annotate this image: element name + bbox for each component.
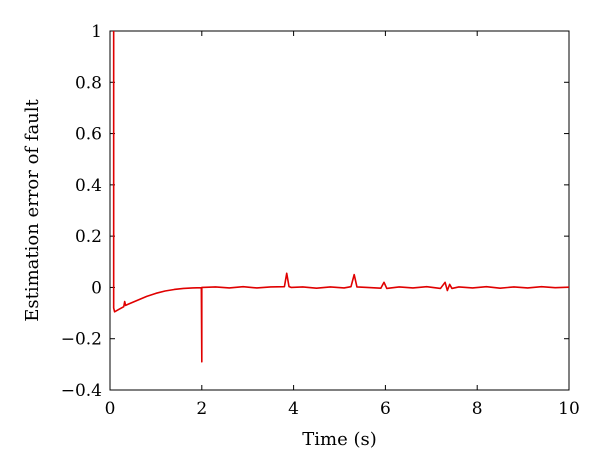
- series: [112, 31, 570, 363]
- tick-labels: 0 2 4 6 8 10 −0.4 −0.2 0 0.2 0.4 0.6 0.8 1: [61, 22, 580, 419]
- y-tick-label: 0.6: [75, 125, 102, 145]
- plot-frame: [109, 30, 570, 391]
- x-tick-label: 6: [380, 399, 391, 419]
- x-tick-label: 2: [196, 399, 207, 419]
- y-tick-label: 1: [91, 22, 102, 42]
- x-tick-label: 0: [105, 399, 116, 419]
- y-tick-label: 0.8: [75, 73, 102, 93]
- x-tick-label: 10: [558, 399, 580, 419]
- y-axis-title: Estimation error of fault: [22, 98, 43, 321]
- y-tick-label: 0: [91, 278, 102, 298]
- y-tick-label: 0.4: [75, 176, 102, 196]
- y-tick-label: −0.2: [61, 330, 102, 350]
- series-line: [112, 31, 570, 363]
- y-tick-label: −0.4: [61, 381, 102, 401]
- x-tick-label: 8: [472, 399, 483, 419]
- y-tick-label: 0.2: [75, 227, 102, 247]
- x-tick-label: 4: [288, 399, 299, 419]
- x-axis-title: Time (s): [302, 429, 377, 450]
